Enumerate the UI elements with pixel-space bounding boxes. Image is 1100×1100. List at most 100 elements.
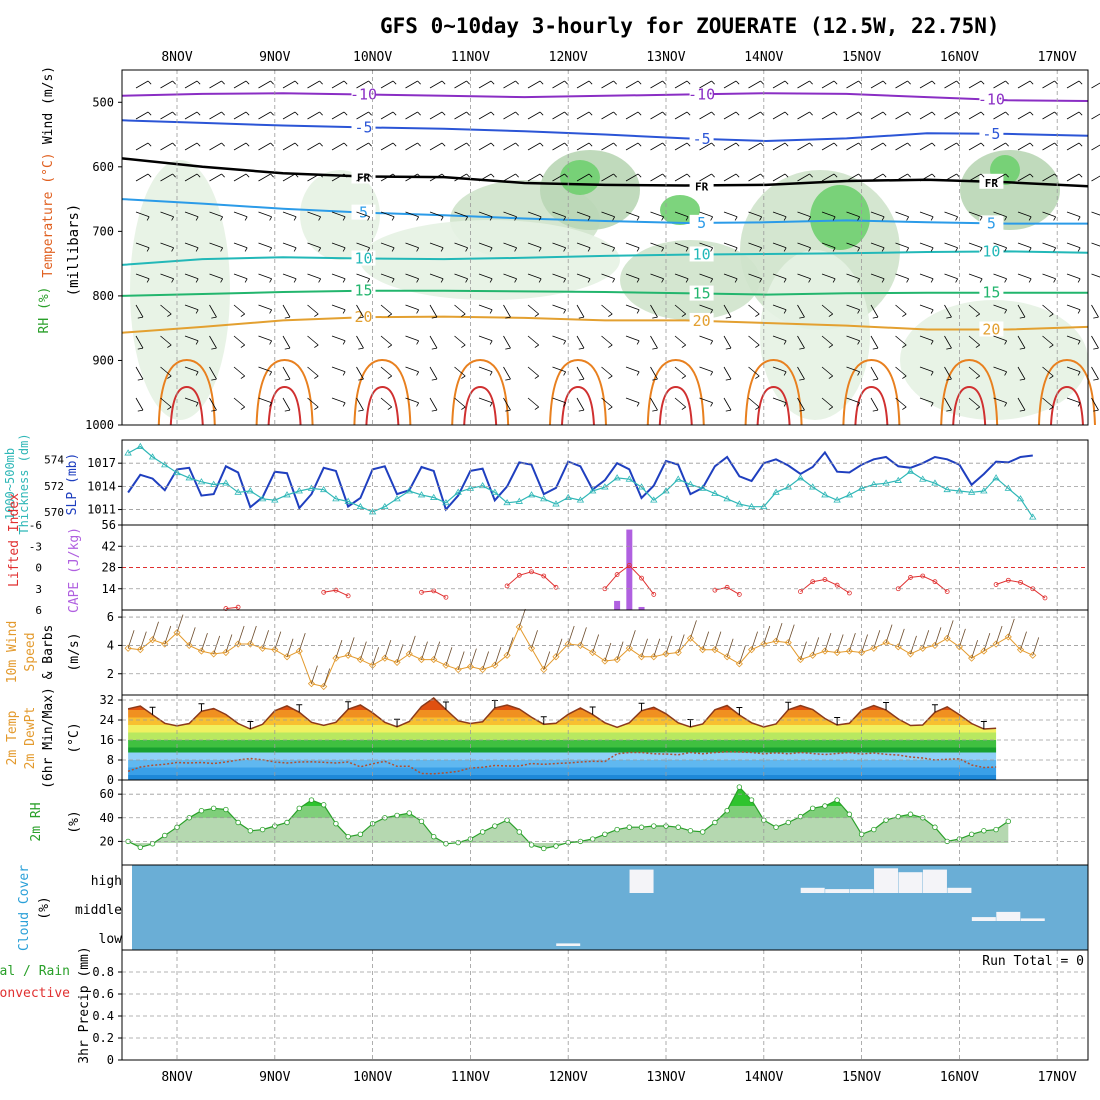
rh-marker — [198, 807, 205, 814]
thickness-marker — [344, 497, 352, 504]
wind-barb-flag — [171, 216, 175, 221]
rh-marker — [308, 797, 315, 803]
wind-barb — [870, 173, 884, 182]
thickness-marker — [393, 495, 401, 502]
wind-barb — [380, 211, 395, 218]
wind-barb-flag — [314, 406, 319, 410]
wind-barb — [527, 80, 541, 89]
surface-wind-barb — [274, 631, 282, 650]
wind-barb-flag — [534, 406, 539, 410]
wind-barb-flag — [466, 80, 470, 85]
wind-speed-marker — [161, 640, 169, 648]
wind-barb-flag — [588, 111, 593, 116]
rh-marker — [687, 828, 694, 834]
rh-marker — [871, 826, 877, 833]
rh-marker — [1005, 818, 1011, 825]
wind-barb — [772, 242, 787, 249]
wind-barb — [993, 142, 1006, 151]
wind-barb — [674, 211, 689, 218]
wind-barb — [307, 397, 319, 408]
wind-barb — [184, 211, 199, 218]
wind-barb — [380, 173, 394, 182]
lifted-index-marker — [553, 584, 559, 590]
rh-marker — [223, 806, 229, 813]
surface-warm-contour — [744, 358, 803, 426]
wind-barb-flag — [269, 402, 273, 407]
wind-barb — [919, 242, 934, 249]
rh-shading — [810, 185, 870, 250]
wind-barb — [944, 111, 957, 120]
wind-barb-flag — [711, 80, 715, 85]
wind-barb — [772, 211, 787, 218]
thickness-marker — [527, 491, 536, 498]
wind-barb — [405, 142, 418, 151]
wind-barb — [184, 242, 199, 249]
wind-barb-flag — [538, 216, 542, 221]
surface-warm-contour — [353, 358, 412, 426]
rh-marker — [492, 823, 498, 829]
wind-barb-flag — [466, 111, 470, 116]
surface-wind-barb — [824, 632, 832, 652]
wind-barb — [870, 211, 885, 218]
wind-barb-flag — [269, 247, 273, 252]
wind-barb-flag — [930, 402, 934, 407]
y-tick-label: 8 — [107, 753, 114, 767]
wind-barb-flag — [147, 80, 152, 85]
wind-barb-flag — [343, 80, 348, 85]
wind-barb — [233, 273, 248, 280]
wind-barb-flag — [681, 406, 686, 410]
wind-barb-flag — [367, 247, 371, 252]
wind-barb-flag — [710, 247, 714, 252]
wind-barb-flag — [1004, 247, 1008, 252]
wind-barb-flag — [489, 216, 493, 221]
wind-barb — [405, 366, 419, 373]
wind-barb — [625, 142, 639, 151]
thickness-marker — [136, 442, 145, 449]
wind-barb — [1066, 335, 1081, 342]
wind-barb-flag — [881, 278, 885, 283]
surface-warm-contour — [255, 358, 314, 426]
wind-barb — [1042, 366, 1054, 377]
surface-wind-barb — [959, 628, 966, 647]
thickness-marker — [674, 475, 682, 482]
wind-barb-flag — [167, 344, 172, 348]
isotherm-label: 5 — [359, 204, 368, 222]
wind-barb-flag — [431, 347, 438, 350]
y-tick-label: 40 — [100, 811, 114, 825]
surface-wind-barb — [677, 634, 685, 653]
wind-barb-flag — [808, 247, 812, 252]
wind-barb — [797, 335, 805, 349]
thickness-tick: 572 — [44, 480, 64, 493]
wind-barb — [1017, 80, 1031, 89]
wind-barb — [821, 273, 836, 280]
wind-barb — [527, 304, 539, 315]
wind-barb — [135, 335, 144, 349]
surface-wind-barb — [690, 620, 697, 639]
wind-barb — [356, 242, 370, 249]
wind-barb-flag — [147, 111, 152, 116]
isotherm-label-bg — [689, 214, 714, 230]
wind-barb-flag — [245, 80, 250, 85]
wind-barb-flag — [269, 278, 273, 283]
wind-barb — [919, 335, 934, 342]
wind-barb — [723, 397, 732, 411]
surface-wind-barb — [567, 625, 575, 645]
wind-barb-flag — [342, 278, 346, 283]
wind-barb — [797, 173, 810, 182]
rh-marker — [137, 844, 144, 850]
wind-barb — [625, 397, 640, 404]
rh-marker — [834, 797, 840, 803]
wind-barb-flag — [461, 375, 466, 379]
thickness-marker — [381, 502, 389, 510]
wind-barb — [674, 242, 689, 249]
wind-speed-marker — [405, 650, 413, 658]
wind-barb — [944, 273, 958, 280]
wind-barb — [233, 304, 245, 315]
y-tick-label: 20 — [100, 834, 114, 848]
rh-frame — [121, 779, 1089, 866]
wind-barb-flag — [930, 216, 934, 221]
wind-barb — [699, 173, 712, 182]
wind-barb — [895, 335, 907, 346]
surface-wind-barb — [995, 625, 1003, 645]
wind-barb-flag — [270, 173, 274, 178]
